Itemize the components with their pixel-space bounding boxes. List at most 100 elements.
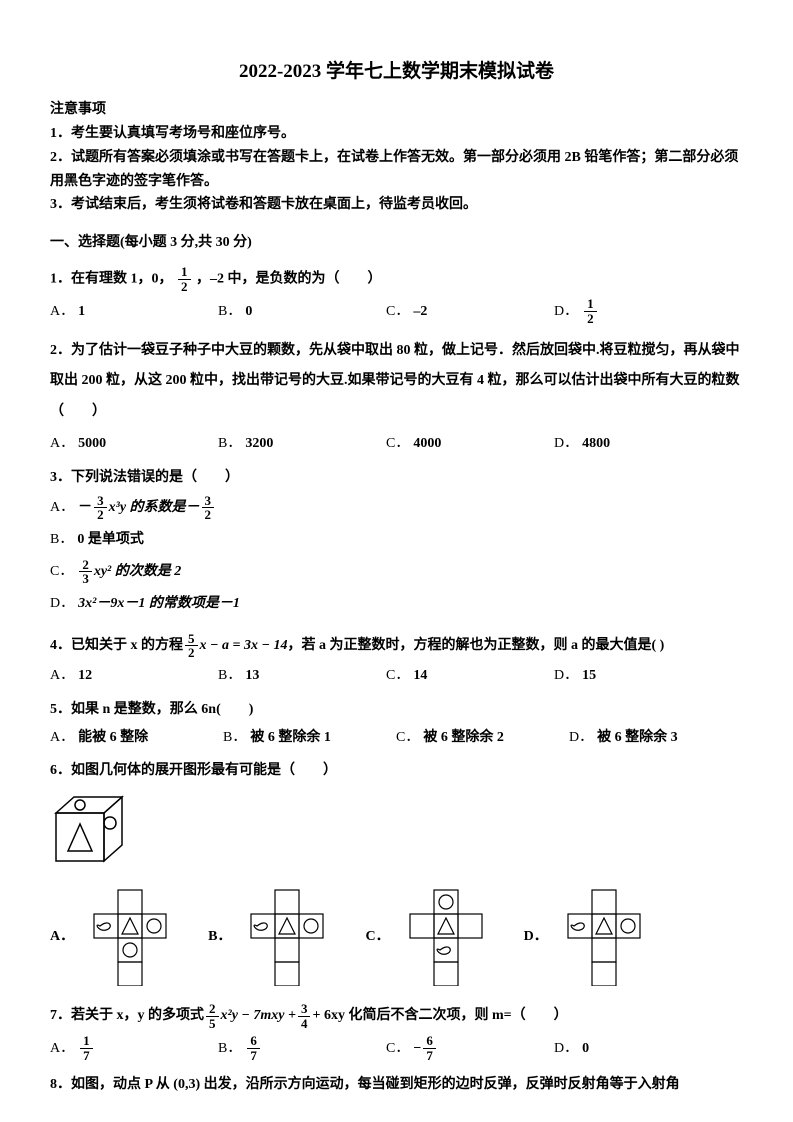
opt-label: A．: [50, 432, 74, 456]
q7-opt-C[interactable]: C． − 67: [386, 1034, 554, 1062]
opt-text: 0 是单项式: [77, 528, 144, 552]
q3-C-txt: xy² 的次数是 2: [94, 560, 181, 584]
q4-opt-A[interactable]: A．12: [50, 664, 218, 688]
opt-text: 15: [582, 664, 596, 688]
q4-opt-C[interactable]: C．14: [386, 664, 554, 688]
q7-mid1: x²y − 7mxy +: [221, 1004, 296, 1028]
q3-stem: 3．下列说法错误的是（ ）: [50, 466, 743, 490]
q3-A-frac2: 32: [202, 494, 215, 522]
q7-opt-D[interactable]: D．0: [554, 1034, 722, 1062]
frac-den: 2: [584, 312, 597, 326]
opt-label: C．: [50, 560, 73, 584]
opt-text: 能被 6 整除: [78, 726, 148, 750]
q8-stem: 8．如图，动点 P 从 (0,3) 出发，沿所示方向运动，每当碰到矩形的边时反弹…: [50, 1073, 743, 1097]
q7-opt-B[interactable]: B． 67: [218, 1034, 386, 1062]
q7-opt-A[interactable]: A． 17: [50, 1034, 218, 1062]
opt-text: 0: [245, 300, 252, 324]
instruction-2: 2．试题所有答案必须填涂或书写在答题卡上，在试卷上作答无效。第一部分必须用 2B…: [50, 146, 743, 194]
q3-A-mid: x³y 的系数是－: [109, 496, 200, 520]
q6-stem: 6．如图几何体的展开图形最有可能是（ ）: [50, 759, 743, 783]
q4-frac: 52: [185, 632, 198, 660]
q2-stem: 2．为了估计一袋豆子种子中大豆的颗数，先从袋中取出 80 粒，做上记号．然后放回…: [50, 336, 743, 428]
q1-D-frac: 12: [584, 297, 597, 325]
opt-label: D．: [554, 300, 578, 324]
q7-B-frac: 67: [247, 1034, 260, 1062]
q3-opt-D[interactable]: D．3x²－9x－1 的常数项是－1: [50, 592, 413, 616]
q5-options: A．能被 6 整除 B．被 6 整除余 1 C．被 6 整除余 2 D．被 6 …: [50, 726, 743, 750]
q5-opt-A[interactable]: A．能被 6 整除: [50, 726, 223, 750]
q1-frac: 12: [178, 265, 191, 293]
opt-label: D．: [554, 1037, 578, 1061]
opt-text: 3x²－9x－1 的常数项是－1: [78, 592, 240, 616]
opt-label: C．: [386, 1037, 409, 1061]
q5-opt-C[interactable]: C．被 6 整除余 2: [396, 726, 569, 750]
frac-num: 3: [298, 1002, 311, 1017]
q2-opt-D[interactable]: D．4800: [554, 432, 722, 456]
q6-opt-C[interactable]: C．: [365, 888, 495, 986]
q3-opt-B[interactable]: B．0 是单项式: [50, 528, 413, 552]
q2-opt-B[interactable]: B．3200: [218, 432, 386, 456]
frac-den: 7: [423, 1049, 436, 1063]
opt-label: D．: [554, 664, 578, 688]
opt-label: D．: [50, 592, 74, 616]
q4-opt-B[interactable]: B．13: [218, 664, 386, 688]
q4-options: A．12 B．13 C．14 D．15: [50, 664, 743, 688]
q3-A-pre: －: [78, 496, 92, 520]
q2-opt-C[interactable]: C．4000: [386, 432, 554, 456]
q6-opt-A[interactable]: A．: [50, 888, 180, 986]
q7-mid2: + 6xy 化简后不含二次项，则 m=（ ）: [312, 1004, 567, 1028]
frac-den: 7: [80, 1049, 93, 1063]
frac-den: 2: [185, 646, 198, 660]
cube-icon: [50, 791, 140, 865]
opt-label: B．: [218, 300, 241, 324]
q1-opt-C[interactable]: C．–2: [386, 297, 554, 325]
frac-num: 6: [423, 1034, 436, 1049]
q1-options: A．1 B．0 C．–2 D． 12: [50, 297, 743, 325]
q5-opt-D[interactable]: D．被 6 整除余 3: [569, 726, 742, 750]
q4-opt-D[interactable]: D．15: [554, 664, 722, 688]
q4-stem-pre: 4．已知关于 x 的方程: [50, 634, 183, 658]
opt-text: 5000: [78, 432, 106, 456]
frac-den: 7: [247, 1049, 260, 1063]
frac-num: 6: [247, 1034, 260, 1049]
q3-opt-C[interactable]: C． 23 xy² 的次数是 2: [50, 558, 413, 586]
net-A-icon: [80, 888, 180, 986]
frac-den: 2: [94, 508, 107, 522]
opt-label: A．: [50, 496, 74, 520]
q3-options: A． － 32 x³y 的系数是－ 32 B．0 是单项式 C． 23 xy² …: [50, 494, 743, 622]
opt-text: 3200: [245, 432, 273, 456]
opt-label: B．: [50, 528, 73, 552]
opt-label: C．: [386, 664, 409, 688]
net-B-icon: [237, 888, 337, 986]
q1-opt-A[interactable]: A．1: [50, 297, 218, 325]
opt-text: 13: [245, 664, 259, 688]
q5-opt-B[interactable]: B．被 6 整除余 1: [223, 726, 396, 750]
frac-num: 1: [584, 297, 597, 312]
opt-label: D．: [524, 925, 548, 949]
q2-opt-A[interactable]: A．5000: [50, 432, 218, 456]
q7-stem: 7．若关于 x，y 的多项式 25 x²y − 7mxy + 34 + 6xy …: [50, 1002, 743, 1030]
q3-C-frac: 23: [79, 558, 92, 586]
frac-num: 3: [202, 494, 215, 509]
q2-options: A．5000 B．3200 C．4000 D．4800: [50, 432, 743, 456]
frac-num: 2: [79, 558, 92, 573]
opt-label: A．: [50, 1037, 74, 1061]
q3-opt-A[interactable]: A． － 32 x³y 的系数是－ 32: [50, 494, 413, 522]
q6-opt-D[interactable]: D．: [524, 888, 654, 986]
q6-opt-B[interactable]: B．: [208, 888, 337, 986]
opt-text: 1: [78, 300, 85, 324]
frac-den: 2: [202, 508, 215, 522]
opt-text: 4800: [582, 432, 610, 456]
instruction-3: 3．考试结束后，考生须将试卷和答题卡放在桌面上，待监考员收回。: [50, 193, 743, 217]
q1-opt-B[interactable]: B．0: [218, 297, 386, 325]
opt-text: 被 6 整除余 1: [250, 726, 331, 750]
opt-label: A．: [50, 925, 74, 949]
opt-text: 被 6 整除余 3: [597, 726, 678, 750]
opt-label: B．: [223, 726, 246, 750]
q7-frac1: 25: [206, 1002, 219, 1030]
frac-den: 2: [178, 280, 191, 294]
opt-text: –2: [413, 300, 427, 324]
q1-opt-D[interactable]: D． 12: [554, 297, 722, 325]
opt-label: C．: [386, 300, 409, 324]
frac-den: 3: [79, 572, 92, 586]
